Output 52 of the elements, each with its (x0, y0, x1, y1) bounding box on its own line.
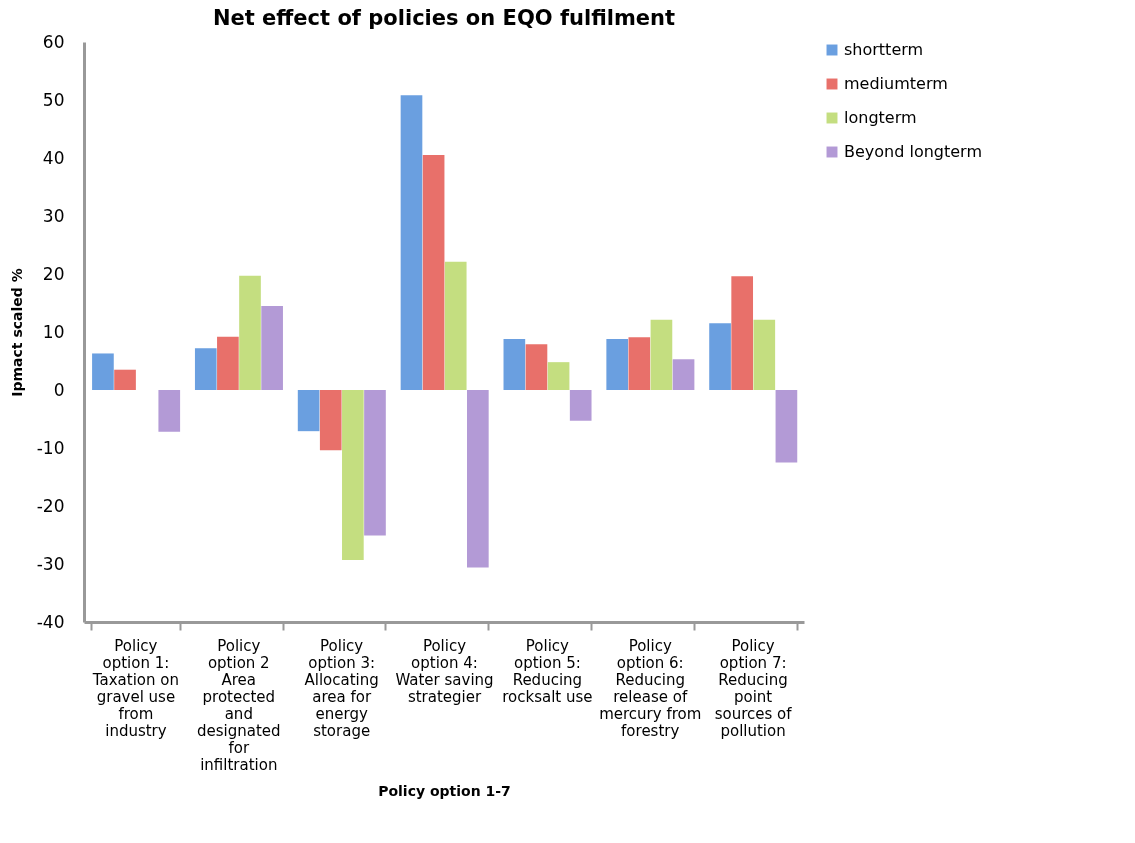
x-tick-label: Policy option 4: Water saving strategier (395, 636, 494, 706)
bar (194, 348, 217, 390)
x-tick-label: Policy option 2 Area protected and designated for infiltration (196, 636, 281, 774)
y-tick-label: 0 (53, 379, 65, 400)
bar (525, 344, 548, 390)
y-tick-label: -40 (36, 611, 65, 632)
bar (569, 390, 592, 421)
bar (606, 338, 629, 390)
bar (709, 323, 731, 390)
chart-title: Net effect of policies on EQO fulfilment (212, 6, 676, 30)
bar (158, 390, 181, 432)
bar (753, 319, 776, 390)
bar (114, 369, 136, 390)
bar (547, 362, 570, 390)
y-axis-title: Ipmact scaled % (8, 268, 25, 397)
bar (261, 305, 283, 390)
bar (400, 95, 423, 390)
legend-label: mediumterm (844, 74, 948, 93)
bar (342, 390, 364, 560)
bar (650, 319, 673, 390)
bar (217, 336, 239, 390)
bar (319, 390, 342, 451)
bar (364, 390, 386, 536)
y-tick-label: -20 (36, 495, 65, 516)
y-tick-label: 60 (42, 31, 65, 52)
y-tick-label: 50 (42, 89, 65, 110)
bar (467, 390, 489, 568)
bar (297, 390, 320, 432)
x-tick-label: Policy option 7: Reducing point sources of pollution (714, 636, 793, 740)
bar (503, 338, 526, 390)
x-tick-label: Policy option 3: Allocating area for energy storage (304, 636, 379, 740)
y-tick-label: 40 (42, 147, 65, 168)
bar (239, 275, 261, 390)
legend-label: longterm (844, 108, 917, 127)
bar (672, 359, 695, 390)
legend-label: Beyond longterm (844, 142, 982, 161)
x-axis-title: Policy option 1-7 (378, 782, 511, 799)
y-tick-label: 10 (42, 321, 65, 342)
bar (628, 337, 651, 390)
y-tick-label: -30 (36, 553, 65, 574)
y-tick-label: 30 (42, 205, 65, 226)
bar (422, 155, 445, 390)
bar (775, 390, 798, 463)
x-tick-label: Policy option 1: Taxation on gravel use from industry (91, 636, 179, 740)
y-tick-label: 20 (42, 263, 65, 284)
bar (444, 261, 467, 390)
legend-label: shortterm (844, 40, 924, 59)
y-tick-label: -10 (36, 437, 65, 458)
x-tick-label: Policy option 6: Reducing release of mercury from forestry (599, 636, 702, 740)
bar (731, 276, 754, 390)
x-tick-label: Policy option 5: Reducing rocksalt use (502, 636, 593, 706)
bar (92, 353, 114, 390)
